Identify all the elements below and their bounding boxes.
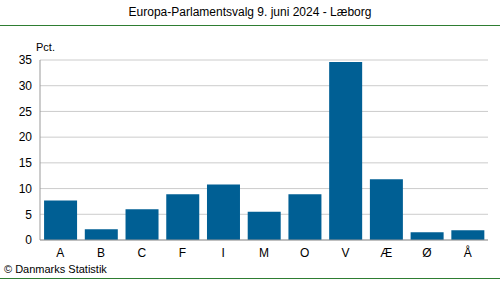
svg-text:V: V (341, 246, 349, 260)
svg-text:25: 25 (19, 105, 33, 119)
svg-text:Ø: Ø (422, 246, 431, 260)
svg-text:30: 30 (19, 79, 33, 93)
svg-text:I: I (222, 246, 225, 260)
svg-text:F: F (179, 246, 186, 260)
html-text:Pct.: Pct. (36, 41, 55, 53)
svg-text:B: B (97, 246, 105, 260)
svg-text:Å: Å (464, 245, 472, 260)
svg-text:20: 20 (19, 130, 33, 144)
html-text:© Danmarks Statistik: © Danmarks Statistik (4, 263, 107, 275)
svg-text:10: 10 (19, 182, 33, 196)
svg-text:15: 15 (19, 156, 33, 170)
svg-text:35: 35 (19, 53, 33, 67)
svg-text:O: O (300, 246, 309, 260)
html-text:Europa-Parlamentsvalg 9. juni: Europa-Parlamentsvalg 9. juni 2024 - Læb… (128, 5, 372, 19)
svg-text:5: 5 (25, 208, 32, 222)
svg-text:M: M (259, 246, 269, 260)
svg-text:A: A (56, 246, 64, 260)
svg-text:0: 0 (25, 233, 32, 247)
svg-text:C: C (137, 246, 146, 260)
svg-text:Æ: Æ (380, 246, 392, 260)
